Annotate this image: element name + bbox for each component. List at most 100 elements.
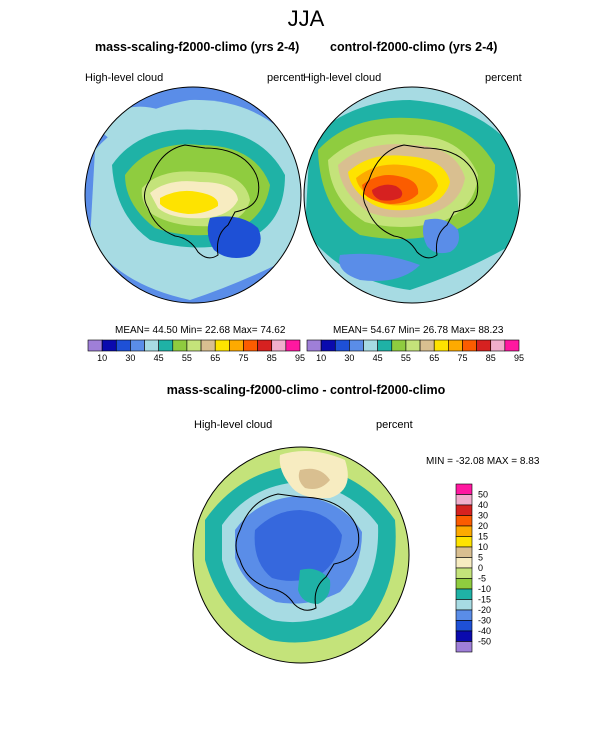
left-colorbar-swatch (115, 339, 131, 352)
right-colorbar-swatch (377, 339, 393, 352)
left-colorbar: 10 30 45 55 65 75 85 95 (87, 339, 305, 363)
diff-colorbar-swatch (455, 504, 473, 516)
diff-colorbar-tick-label: 40 (478, 500, 488, 510)
diff-map (193, 447, 409, 663)
left-colorbar-swatch (87, 339, 103, 352)
diff-colorbar-tick-label: -15 (478, 595, 491, 605)
right-map (304, 87, 520, 303)
diff-colorbar-swatch (455, 525, 473, 537)
diff-colorbar-swatch (455, 515, 473, 527)
left-variable-label: High-level cloud (85, 72, 164, 84)
left-colorbar-swatch (144, 339, 159, 352)
right-colorbar-swatch (306, 339, 322, 352)
left-map (85, 87, 301, 303)
left-units-label: percent (267, 72, 304, 84)
left-map-border (84, 86, 302, 304)
left-colorbar-swatch (172, 339, 188, 352)
diff-colorbar-swatch (455, 546, 473, 558)
diff-colorbar-tick-label: -40 (478, 626, 491, 636)
diff-colorbar-swatch (455, 536, 473, 548)
diff-colorbar-swatch (455, 599, 473, 611)
left-stats: MEAN= 44.50 Min= 22.68 Max= 74.62 (115, 325, 286, 336)
right-colorbar-tick-label: 10 (316, 353, 326, 363)
diff-panel-title: mass-scaling-f2000-climo - control-f2000… (166, 383, 446, 397)
right-colorbar-swatch (448, 339, 463, 352)
diff-colorbar-tick-label: 15 (478, 532, 488, 542)
right-colorbar-tick-label: 75 (457, 353, 467, 363)
left-colorbar-swatch (130, 339, 145, 352)
right-colorbar-tick-label: 55 (401, 353, 411, 363)
right-colorbar-tick-label: 65 (429, 353, 439, 363)
right-colorbar-swatch (405, 339, 421, 352)
diff-colorbar-swatch (455, 494, 473, 506)
diff-shade-neg10b (298, 568, 331, 604)
left-colorbar-tick-label: 10 (97, 353, 107, 363)
left-colorbar-tick-label: 95 (295, 353, 305, 363)
right-stats: MEAN= 54.67 Min= 26.78 Max= 88.23 (333, 325, 504, 336)
right-map-border (303, 86, 521, 304)
diff-colorbar-swatch (455, 567, 473, 579)
left-colorbar-tick-label: 65 (210, 353, 220, 363)
right-units-label: percent (485, 72, 522, 84)
diff-colorbar-tick-label: 0 (478, 563, 483, 573)
left-colorbar-swatch (214, 339, 230, 352)
right-coastline (363, 144, 479, 259)
left-colorbar-swatch (186, 339, 202, 352)
diff-shade-neg30 (254, 510, 342, 581)
right-colorbar-swatch (320, 339, 336, 352)
left-colorbar-swatch (200, 339, 216, 352)
right-colorbar-swatch (490, 339, 506, 352)
right-colorbar-tick-label: 45 (373, 353, 383, 363)
right-colorbar-swatch (433, 339, 449, 352)
left-colorbar-swatch (257, 339, 273, 352)
right-colorbar-swatch (349, 339, 364, 352)
left-coastline (144, 144, 260, 259)
diff-colorbar-tick-label: 30 (478, 511, 488, 521)
right-colorbar-swatch (334, 339, 350, 352)
diff-colorbar-tick-label: -10 (478, 584, 491, 594)
left-colorbar-tick-label: 85 (267, 353, 277, 363)
diff-colorbar-tick-label: -5 (478, 574, 486, 584)
diff-colorbar-tick-label: 5 (478, 553, 483, 563)
diff-colorbar-swatch (455, 641, 473, 653)
diff-colorbar-tick-label: 10 (478, 542, 488, 552)
diff-stats: MIN = -32.08 MAX = 8.83 (426, 456, 540, 467)
left-colorbar-swatch (158, 339, 174, 352)
diff-colorbar-swatch (455, 609, 473, 621)
right-colorbar-swatch (419, 339, 435, 352)
diff-map-border (192, 446, 410, 664)
right-shade-30b (339, 253, 420, 281)
diff-shade-5 (298, 468, 330, 489)
right-variable-label: High-level cloud (303, 72, 382, 84)
left-shade-70 (160, 190, 219, 214)
right-colorbar-swatch (391, 339, 407, 352)
diff-units-label: percent (376, 419, 413, 431)
diff-colorbar-swatch (455, 588, 473, 600)
diff-colorbar-tick-label: -30 (478, 616, 491, 626)
right-shade-30 (422, 218, 459, 254)
left-colorbar-tick-label: 45 (154, 353, 164, 363)
diff-colorbar-tick-label: -50 (478, 637, 491, 647)
diff-colorbar-tick-label: -20 (478, 605, 491, 615)
left-colorbar-swatch (101, 339, 117, 352)
right-panel-title: control-f2000-climo (yrs 2-4) (330, 40, 498, 54)
left-colorbar-tick-label: 30 (125, 353, 135, 363)
right-colorbar: 10 30 45 55 65 75 85 95 (306, 339, 524, 363)
right-colorbar-tick-label: 30 (344, 353, 354, 363)
diff-colorbar-swatch (455, 630, 473, 642)
right-colorbar-swatch (476, 339, 492, 352)
right-colorbar-tick-label: 85 (486, 353, 496, 363)
diff-colorbar-swatch (455, 483, 473, 495)
left-colorbar-swatch (229, 339, 244, 352)
left-colorbar-tick-label: 75 (238, 353, 248, 363)
right-colorbar-tick-label: 95 (514, 353, 524, 363)
diff-coastline (235, 493, 360, 611)
diff-colorbar-swatch (455, 620, 473, 632)
diff-colorbar-tick-label: 50 (478, 490, 488, 500)
left-shade-25 (207, 216, 261, 258)
left-panel-title: mass-scaling-f2000-climo (yrs 2-4) (95, 40, 300, 54)
diff-colorbar-tick-label: 20 (478, 521, 488, 531)
right-colorbar-swatch (462, 339, 477, 352)
